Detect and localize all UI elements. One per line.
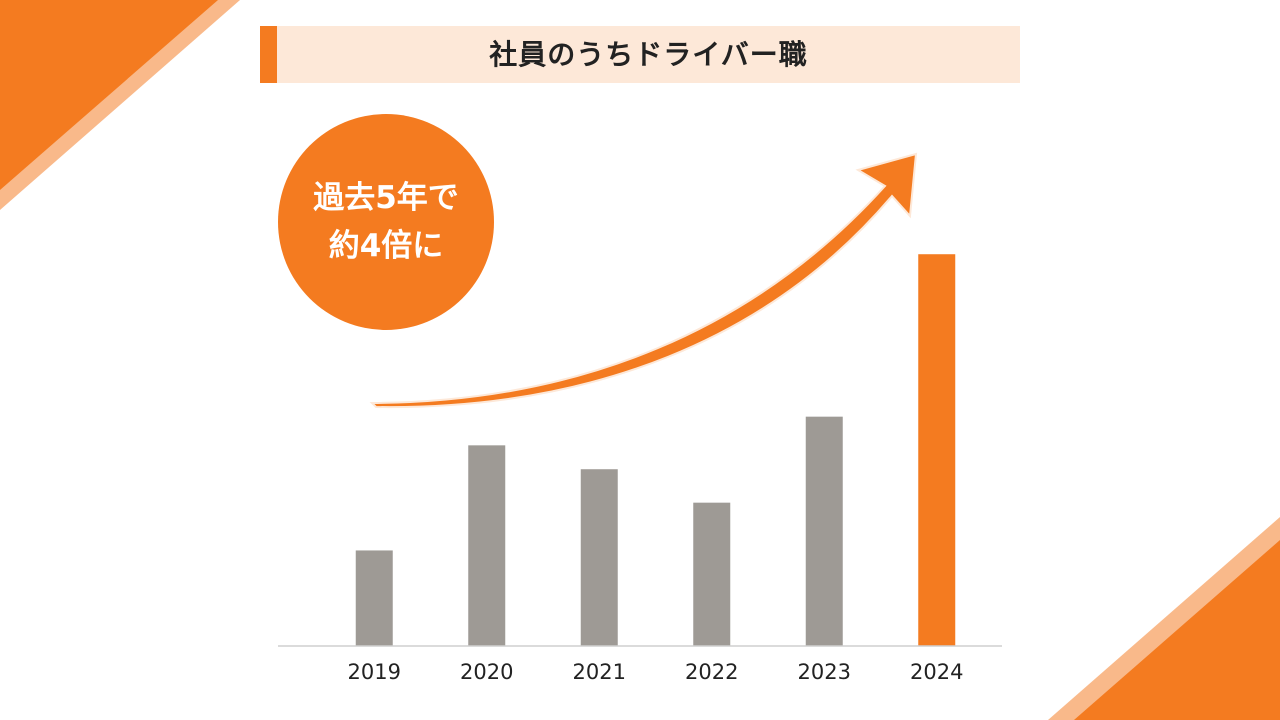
growth-badge: 過去5年で 約4倍に — [278, 114, 494, 330]
bar-2020 — [468, 445, 506, 646]
badge-line-2: 約4倍に — [328, 228, 444, 264]
title-accent-bar — [260, 26, 277, 83]
growth-arrow-icon — [369, 152, 918, 409]
badge-line-1: 過去5年で — [313, 180, 459, 216]
x-tick-label: 2019 — [348, 660, 401, 684]
x-tick-label: 2021 — [573, 660, 626, 684]
x-tick-label: 2022 — [685, 660, 738, 684]
x-tick-label: 2023 — [798, 660, 851, 684]
bar-2019 — [355, 550, 393, 646]
x-tick-label: 2020 — [460, 660, 513, 684]
page-title: 社員のうちドライバー職 — [489, 38, 808, 71]
bar-2024 — [918, 254, 956, 646]
title-banner: 社員のうちドライバー職 — [260, 26, 1020, 83]
top-left-accent-triangle — [0, 0, 218, 190]
bar-2023 — [805, 416, 843, 646]
bar-2022 — [693, 502, 731, 646]
bar-2021 — [580, 469, 618, 646]
x-tick-label: 2024 — [910, 660, 963, 684]
bottom-right-accent-triangle — [1074, 540, 1280, 720]
